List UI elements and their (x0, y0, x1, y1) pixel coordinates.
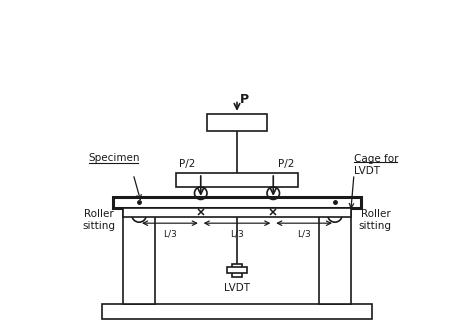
Bar (228, 267, 246, 273)
Text: L/3: L/3 (163, 229, 177, 238)
Text: LVDT: LVDT (224, 283, 250, 293)
Bar (113, 197, 361, 208)
Bar (319, 210, 351, 304)
Text: Roller
sitting: Roller sitting (359, 209, 392, 231)
Bar (207, 115, 267, 131)
Bar (176, 173, 298, 187)
Bar (102, 304, 372, 319)
Text: L/3: L/3 (297, 229, 311, 238)
Bar (232, 264, 242, 277)
Text: P/2: P/2 (278, 159, 294, 169)
Bar (123, 208, 351, 216)
Text: P: P (240, 93, 249, 106)
Text: L/3: L/3 (230, 229, 244, 238)
Bar (123, 210, 155, 304)
Text: Roller
sitting: Roller sitting (82, 209, 115, 231)
Text: Specimen: Specimen (89, 153, 140, 163)
Text: P/2: P/2 (180, 159, 196, 169)
Text: Cage for
LVDT: Cage for LVDT (354, 154, 399, 176)
